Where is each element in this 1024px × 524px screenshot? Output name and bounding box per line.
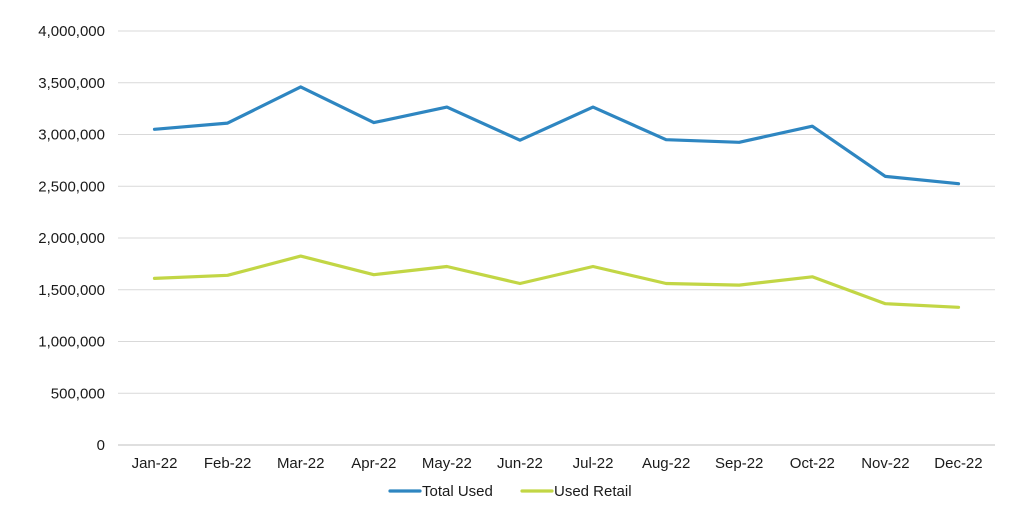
x-tick-label: Apr-22 <box>351 455 396 472</box>
y-axis-tick-labels: 0 500,000 1,000,000 1,500,000 2,000,000 2,500… <box>38 23 105 454</box>
y-tick-label: 1,000,000 <box>38 334 105 351</box>
x-tick-label: Jun-22 <box>497 455 543 472</box>
series-lines <box>152 85 961 309</box>
x-tick-label: Aug-22 <box>642 455 690 472</box>
series-line-used-retail <box>152 254 961 309</box>
x-tick-label: Jan-22 <box>132 455 178 472</box>
y-tick-label: 3,000,000 <box>38 127 105 144</box>
x-tick-label: Feb-22 <box>204 455 252 472</box>
x-tick-label: Oct-22 <box>790 455 835 472</box>
y-tick-label: 2,000,000 <box>38 230 105 247</box>
y-tick-label: 0 <box>97 437 105 454</box>
x-tick-label: Dec-22 <box>934 455 982 472</box>
legend-item-total-used: Total Used <box>388 483 493 500</box>
gridlines <box>118 30 995 446</box>
x-axis-tick-labels: Jan-22 Feb-22 Mar-22 Apr-22 May-22 Jun-22 Jul-… <box>132 455 983 472</box>
x-tick-label: Sep-22 <box>715 455 763 472</box>
legend-label: Used Retail <box>554 483 632 500</box>
y-tick-label: 1,500,000 <box>38 282 105 299</box>
x-tick-label: Mar-22 <box>277 455 325 472</box>
legend: Total Used Used Retail <box>388 483 632 500</box>
y-tick-label: 4,000,000 <box>38 23 105 40</box>
legend-item-used-retail: Used Retail <box>520 483 632 500</box>
x-tick-label: May-22 <box>422 455 472 472</box>
x-tick-label: Nov-22 <box>861 455 909 472</box>
series-line-total-used <box>152 85 961 186</box>
x-tick-label: Jul-22 <box>573 455 614 472</box>
y-tick-label: 3,500,000 <box>38 75 105 92</box>
y-tick-label: 2,500,000 <box>38 178 105 195</box>
y-tick-label: 500,000 <box>51 385 105 402</box>
legend-label: Total Used <box>422 483 493 500</box>
